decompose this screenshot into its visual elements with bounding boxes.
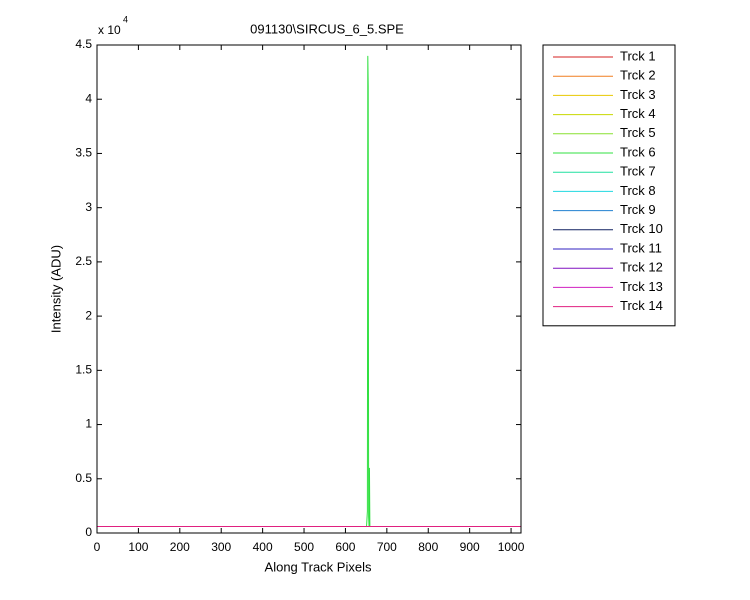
x-tick-label: 900	[460, 540, 480, 554]
legend-label: Trck 2	[620, 68, 656, 83]
legend-label: Trck 1	[620, 48, 656, 63]
legend-label: Trck 14	[620, 298, 663, 313]
y-tick-label: 1.5	[75, 363, 92, 377]
x-tick-label: 100	[128, 540, 148, 554]
legend-label: Trck 8	[620, 183, 656, 198]
x-tick-label: 200	[170, 540, 190, 554]
legend-label: Trck 13	[620, 279, 663, 294]
x-tick-label: 1000	[498, 540, 525, 554]
y-tick-label: 0.5	[75, 471, 92, 485]
y-tick-label: 4.5	[75, 37, 92, 51]
plot-area	[97, 45, 521, 533]
y-tick-label: 1	[85, 417, 92, 431]
x-tick-label: 800	[418, 540, 438, 554]
x-tick-label: 0	[94, 540, 101, 554]
x-tick-label: 700	[377, 540, 397, 554]
legend-label: Trck 7	[620, 164, 656, 179]
legend-box	[542, 44, 676, 327]
x-tick-label: 300	[211, 540, 231, 554]
y-tick-label: 3.5	[75, 146, 92, 160]
legend-label: Trck 3	[620, 87, 656, 102]
y-tick-label: 2.5	[75, 254, 92, 268]
axes-box	[96, 44, 522, 534]
legend-label: Trck 9	[620, 202, 656, 217]
legend-label: Trck 5	[620, 125, 656, 140]
x-tick-label: 500	[294, 540, 314, 554]
y-tick-label: 2	[85, 308, 92, 322]
legend-label: Trck 12	[620, 260, 663, 275]
chart-title: 091130\SIRCUS_6_5.SPE	[250, 21, 404, 36]
x-tick-label: 400	[253, 540, 273, 554]
y-tick-label: 4	[85, 91, 92, 105]
legend-label: Trck 10	[620, 221, 663, 236]
y-multiplier-exponent: 4	[123, 14, 128, 24]
x-axis-label: Along Track Pixels	[265, 559, 372, 574]
legend-label: Trck 11	[620, 240, 662, 255]
y-multiplier: x 10	[98, 23, 121, 37]
y-tick-label: 3	[85, 200, 92, 214]
legend-label: Trck 6	[620, 144, 656, 159]
y-tick-label: 0	[85, 525, 92, 539]
x-tick-label: 600	[335, 540, 355, 554]
y-axis-label: Intensity (ADU)	[48, 245, 63, 333]
legend-label: Trck 4	[620, 106, 656, 121]
